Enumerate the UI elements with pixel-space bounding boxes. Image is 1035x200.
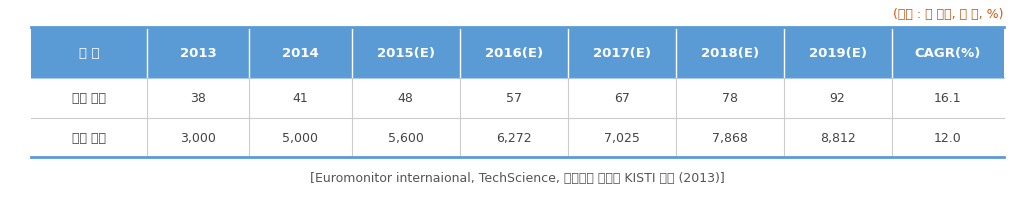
Text: 2013: 2013 xyxy=(180,47,216,60)
Text: 2016(E): 2016(E) xyxy=(484,47,542,60)
Text: 5,600: 5,600 xyxy=(388,131,423,144)
Text: 16.1: 16.1 xyxy=(934,92,962,105)
Text: 2017(E): 2017(E) xyxy=(593,47,651,60)
Bar xyxy=(31,118,1004,157)
Text: 구 분: 구 분 xyxy=(79,47,99,60)
Text: 2015(E): 2015(E) xyxy=(377,47,435,60)
Text: 3,000: 3,000 xyxy=(180,131,216,144)
Text: 2014: 2014 xyxy=(283,47,319,60)
Text: [Euromonitor internaional, TechScience, 업계추정 기초로 KISTI 작성 (2013)]: [Euromonitor internaional, TechScience, … xyxy=(310,171,724,184)
Text: 57: 57 xyxy=(506,92,522,105)
Text: 세계 시장: 세계 시장 xyxy=(71,92,106,105)
Text: 38: 38 xyxy=(190,92,206,105)
Text: 48: 48 xyxy=(397,92,414,105)
Text: 7,025: 7,025 xyxy=(603,131,640,144)
Bar xyxy=(31,28,1004,79)
Text: 12.0: 12.0 xyxy=(934,131,962,144)
Text: (단위 : 억 달러, 억 원, %): (단위 : 억 달러, 억 원, %) xyxy=(893,8,1004,21)
Text: 78: 78 xyxy=(721,92,738,105)
Text: 92: 92 xyxy=(830,92,846,105)
Text: 국내 시장: 국내 시장 xyxy=(71,131,106,144)
Text: 8,812: 8,812 xyxy=(820,131,856,144)
Text: 6,272: 6,272 xyxy=(496,131,531,144)
Text: 5,000: 5,000 xyxy=(283,131,319,144)
Text: 67: 67 xyxy=(614,92,629,105)
Text: 2019(E): 2019(E) xyxy=(808,47,866,60)
Bar xyxy=(31,79,1004,118)
Text: CAGR(%): CAGR(%) xyxy=(915,47,981,60)
Text: 41: 41 xyxy=(293,92,308,105)
Text: 2018(E): 2018(E) xyxy=(701,47,759,60)
Text: 7,868: 7,868 xyxy=(712,131,747,144)
